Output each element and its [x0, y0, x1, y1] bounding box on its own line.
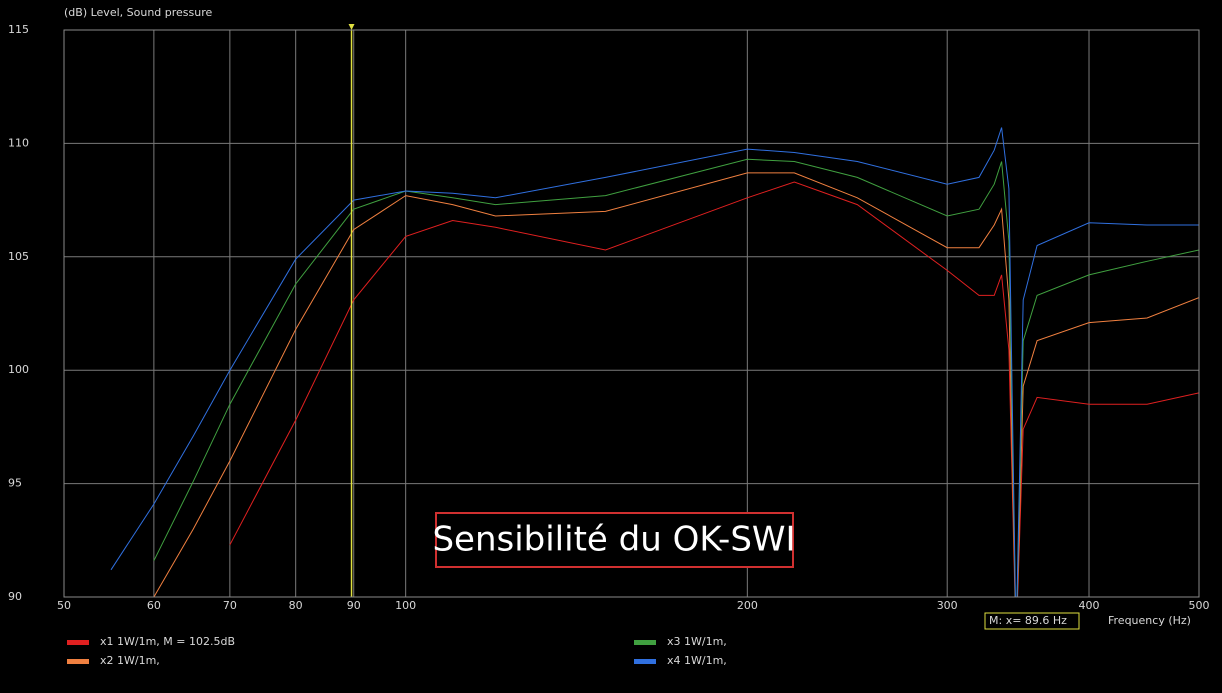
marker-triangle — [348, 24, 355, 30]
x-tick-label: 50 — [57, 599, 71, 612]
x-tick-label: 500 — [1189, 599, 1210, 612]
grid: 90 95 100 105 110 115 50 60 70 80 90 100 200 300 400 50… — [8, 23, 1210, 612]
x-tick-label: 70 — [223, 599, 237, 612]
y-tick-label: 115 — [8, 23, 29, 36]
series-line — [229, 181, 1199, 597]
x-tick-label: 80 — [289, 599, 303, 612]
x-tick-label: 300 — [937, 599, 958, 612]
legend-swatch — [67, 640, 89, 645]
legend-label: x4 1W/1m, — [667, 654, 727, 667]
legend-swatch — [634, 640, 656, 645]
annotation-box — [435, 512, 794, 568]
plot-area — [110, 30, 1199, 597]
y-tick-label: 95 — [8, 477, 22, 490]
y-tick-label: 90 — [8, 590, 22, 603]
x-tick-label: 90 — [347, 599, 361, 612]
marker-label: M: x= 89.6 Hz — [989, 614, 1067, 627]
legend-swatch — [67, 659, 89, 664]
annotation: Sensibilité du OK-SWI — [432, 520, 795, 560]
legend-swatch — [634, 659, 656, 664]
x-tick-label: 60 — [147, 599, 161, 612]
legend-label: x3 1W/1m, — [667, 635, 727, 648]
legend-label: x1 1W/1m, M = 102.5dB — [100, 635, 235, 648]
y-axis-label: (dB) Level, Sound pressure — [64, 6, 213, 19]
x-tick-label: 100 — [395, 599, 416, 612]
legend-label: x2 1W/1m, — [100, 654, 160, 667]
x-tick-label: 400 — [1079, 599, 1100, 612]
series-line — [153, 158, 1199, 597]
x-tick-label: 200 — [737, 599, 758, 612]
x-axis-label: Frequency (Hz) — [1108, 614, 1191, 627]
y-tick-label: 110 — [8, 136, 29, 149]
legend: x1 1W/1m, M = 102.5dB x2 1W/1m, x3 1W/1m, x… — [67, 635, 727, 667]
y-tick-label: 100 — [8, 363, 29, 376]
marker-label-box — [984, 612, 1080, 630]
y-tick-label: 105 — [8, 250, 29, 263]
plot-frame — [63, 29, 1200, 598]
annotation-group: Sensibilité du OK-SWI — [432, 512, 796, 568]
series-line — [110, 127, 1199, 597]
series-line — [153, 172, 1199, 597]
